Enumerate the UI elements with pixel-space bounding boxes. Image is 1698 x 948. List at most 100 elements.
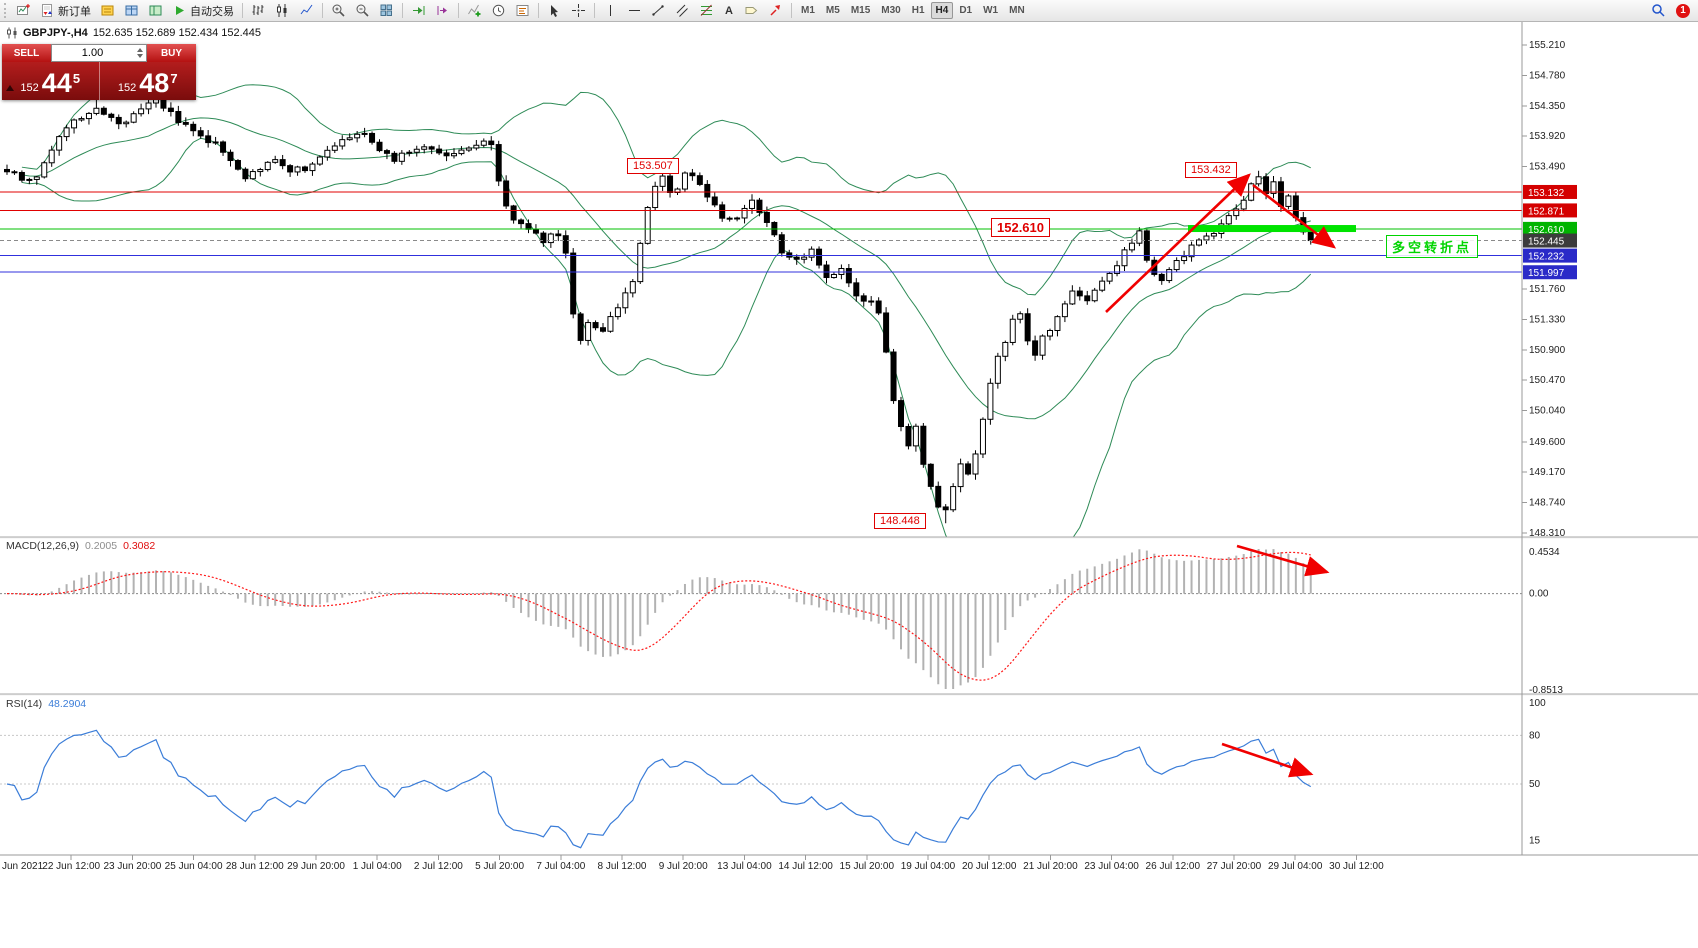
new-order-icon [42, 4, 52, 17]
time-axis[interactable]: Jun 2021 22 Jun 12:00 23 Jun 20:00 25 Jun 0… [0, 854, 1698, 872]
cursor-icon [551, 5, 558, 17]
svg-text:-0.8513: -0.8513 [1529, 685, 1563, 696]
sell-price[interactable]: 152 44 5 [2, 62, 99, 100]
buy-price-figure: 152 [117, 82, 137, 94]
svg-text:9 Jul 20:00: 9 Jul 20:00 [659, 861, 708, 872]
periods-button[interactable] [487, 1, 510, 21]
fibonacci-button[interactable] [695, 1, 718, 21]
annotation-turning-point[interactable]: 多空转折点 [1386, 235, 1479, 258]
horizontal-level-lines[interactable] [0, 191, 1522, 273]
panel-separators[interactable] [0, 536, 1698, 696]
candlestick-chart-button[interactable] [271, 1, 294, 21]
volume-down-icon[interactable] [136, 54, 143, 58]
navigator-button[interactable] [144, 1, 167, 21]
svg-text:29 Jul 04:00: 29 Jul 04:00 [1268, 861, 1323, 872]
timeframe-h4[interactable]: H4 [930, 2, 954, 19]
auto-scroll-button[interactable] [407, 1, 430, 21]
rsi-name: RSI(14) [6, 698, 43, 710]
timeframe-m30[interactable]: M30 [876, 2, 905, 19]
green-highlight-bar[interactable] [1188, 225, 1356, 233]
horizontal-line-button[interactable] [623, 1, 646, 21]
zoom-out-icon [356, 4, 369, 17]
svg-text:29 Jun 20:00: 29 Jun 20:00 [287, 861, 345, 872]
chart-symbol-icon [7, 27, 17, 39]
trend-arrows[interactable] [1105, 173, 1337, 778]
auto-trading-button[interactable]: 自动交易 [168, 1, 238, 21]
svg-text:152.445: 152.445 [1528, 237, 1565, 248]
buy-price[interactable]: 152 48 7 [100, 62, 197, 100]
volume-field[interactable]: 1.00 [51, 44, 147, 62]
timeframe-mn[interactable]: MN [1004, 2, 1030, 19]
label-tool-button[interactable] [740, 1, 763, 21]
timeframe-m1[interactable]: M1 [796, 2, 820, 19]
macd-main-value: 0.2005 [84, 540, 118, 552]
timeframe-h1[interactable]: H1 [907, 2, 930, 19]
volume-value[interactable]: 1.00 [81, 47, 104, 59]
trade-panel-collapse-button[interactable] [6, 85, 14, 91]
auto-trading-icon [176, 6, 184, 15]
timeframe-d1[interactable]: D1 [954, 2, 977, 19]
svg-text:154.780: 154.780 [1529, 70, 1566, 81]
indicators-button[interactable] [463, 1, 486, 21]
arrows-tool-button[interactable] [764, 1, 787, 21]
tile-windows-button[interactable] [375, 1, 398, 21]
timeframe-m5[interactable]: M5 [821, 2, 845, 19]
new-chart-icon [17, 4, 30, 15]
macd-signal-value: 0.3082 [123, 540, 156, 552]
rsi-value: 48.2904 [48, 698, 87, 710]
new-chart-button[interactable] [12, 1, 35, 21]
chart-shift-icon [437, 6, 447, 15]
svg-text:15 Jul 20:00: 15 Jul 20:00 [840, 861, 895, 872]
data-window-button[interactable] [120, 1, 143, 21]
volume-up-icon[interactable] [136, 48, 143, 52]
timeframe-w1[interactable]: W1 [978, 2, 1003, 19]
buy-price-pips: 48 [139, 68, 170, 98]
svg-text:1 Jul 04:00: 1 Jul 04:00 [353, 861, 402, 872]
chart-shift-button[interactable] [431, 1, 454, 21]
main-toolbar: 新订单 自动交易 [0, 0, 1698, 22]
annotation-swing-high-1[interactable]: 153.507 [627, 158, 679, 174]
bar-chart-button[interactable] [247, 1, 270, 21]
toolbar-grip[interactable] [4, 3, 8, 18]
svg-text:151.997: 151.997 [1528, 268, 1565, 279]
zoom-out-button[interactable] [351, 1, 374, 21]
annotation-swing-low[interactable]: 148.448 [874, 513, 926, 529]
search-button[interactable] [1647, 1, 1670, 21]
one-click-trading-panel: SELL 1.00 BUY 152 44 5 152 48 7 [2, 44, 196, 100]
new-order-button[interactable]: 新订单 [36, 1, 95, 21]
vertical-line-button[interactable] [599, 1, 622, 21]
price-axis[interactable]: 155.210 154.780 154.350 153.920 153.490 151.7… [1521, 22, 1577, 855]
volume-spinner[interactable] [133, 48, 146, 58]
svg-text:154.350: 154.350 [1529, 101, 1566, 112]
crosshair-icon [572, 4, 585, 17]
svg-text:155.210: 155.210 [1529, 40, 1566, 51]
templates-button[interactable] [511, 1, 534, 21]
text-tool-button[interactable]: A [719, 1, 739, 21]
trendline-button[interactable] [647, 1, 670, 21]
arrows-tool-icon [770, 5, 780, 16]
buy-button[interactable]: BUY [147, 44, 196, 62]
annotation-swing-high-2[interactable]: 153.432 [1185, 162, 1237, 178]
svg-text:0.00: 0.00 [1529, 589, 1549, 600]
toolbar-separator [322, 3, 323, 18]
timeframe-m15[interactable]: M15 [846, 2, 875, 19]
toolbar-separator [538, 3, 539, 18]
market-watch-button[interactable] [96, 1, 119, 21]
annotation-key-level[interactable]: 152.610 [991, 218, 1050, 237]
svg-text:50: 50 [1529, 779, 1541, 790]
line-chart-button[interactable] [295, 1, 318, 21]
channel-button[interactable] [671, 1, 694, 21]
crosshair-button[interactable] [567, 1, 590, 21]
svg-text:23 Jul 04:00: 23 Jul 04:00 [1084, 861, 1139, 872]
zoom-in-button[interactable] [327, 1, 350, 21]
notification-badge[interactable]: 1 [1676, 3, 1690, 18]
sell-button[interactable]: SELL [2, 44, 51, 62]
svg-text:153.132: 153.132 [1528, 188, 1565, 199]
svg-text:25 Jun 04:00: 25 Jun 04:00 [165, 861, 223, 872]
rsi-label: RSI(14) 48.2904 [6, 698, 86, 710]
navigator-icon [149, 5, 162, 16]
cursor-button[interactable] [543, 1, 566, 21]
chart-canvas[interactable]: 155.210 154.780 154.350 153.920 153.490 151.7… [0, 22, 1698, 948]
channel-icon [676, 4, 688, 17]
